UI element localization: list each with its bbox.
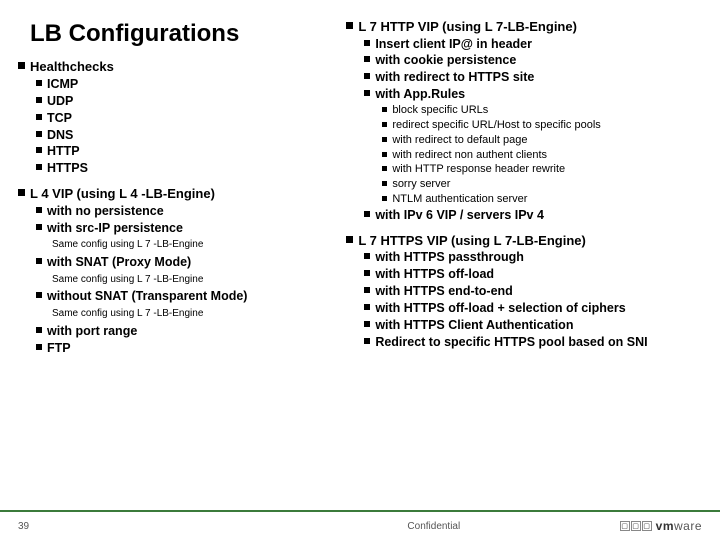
confidential-label: Confidential <box>78 521 620 532</box>
list-item: with redirect to default page <box>382 133 702 148</box>
list-item: block specific URLs <box>382 103 702 118</box>
list-item: with SNAT (Proxy Mode) <box>36 254 336 271</box>
list-item: with redirect to HTTPS site <box>364 69 702 86</box>
list-item: with src-IP persistence <box>36 220 336 237</box>
list-item: with HTTPS off-load <box>364 266 702 283</box>
list-item: ICMP <box>36 76 336 93</box>
note: Same config using L 7 -LB-Engine <box>52 238 336 252</box>
list-item: with redirect non authent clients <box>382 148 702 163</box>
list-item: with HTTPS passthrough <box>364 249 702 266</box>
list-item: sorry server <box>382 177 702 192</box>
healthchecks-heading: Healthchecks <box>18 58 336 76</box>
list-item: NTLM authentication server <box>382 192 702 207</box>
vmware-logo: ▢▢▢ vmware <box>620 519 702 533</box>
list-item: UDP <box>36 93 336 110</box>
footer: 39 Confidential ▢▢▢ vmware <box>0 510 720 540</box>
l4-heading: L 4 VIP (using L 4 -LB-Engine) <box>18 185 336 203</box>
list-item: with App.Rules <box>364 86 702 103</box>
list-item: Insert client IP@ in header <box>364 36 702 53</box>
l7https-heading: L 7 HTTPS VIP (using L 7-LB-Engine) <box>346 232 702 250</box>
list-item: DNS <box>36 127 336 144</box>
list-item: with cookie persistence <box>364 52 702 69</box>
list-item: HTTP <box>36 143 336 160</box>
list-item: Redirect to specific HTTPS pool based on… <box>364 334 702 351</box>
note: Same config using L 7 -LB-Engine <box>52 307 336 321</box>
slide-title: LB Configurations <box>18 18 336 50</box>
list-item: with HTTPS Client Authentication <box>364 317 702 334</box>
list-item: with no persistence <box>36 203 336 220</box>
list-item: with port range <box>36 323 336 340</box>
list-item: FTP <box>36 340 336 357</box>
list-item: with HTTPS off-load + selection of ciphe… <box>364 300 702 317</box>
list-item: redirect specific URL/Host to specific p… <box>382 118 702 133</box>
list-item: without SNAT (Transparent Mode) <box>36 288 336 305</box>
list-item: with IPv 6 VIP / servers IPv 4 <box>364 207 702 224</box>
note: Same config using L 7 -LB-Engine <box>52 273 336 287</box>
page-number: 39 <box>18 521 78 532</box>
list-item: with HTTP response header rewrite <box>382 162 702 177</box>
list-item: with HTTPS end-to-end <box>364 283 702 300</box>
list-item: TCP <box>36 110 336 127</box>
l7http-heading: L 7 HTTP VIP (using L 7-LB-Engine) <box>346 18 702 36</box>
list-item: HTTPS <box>36 160 336 177</box>
